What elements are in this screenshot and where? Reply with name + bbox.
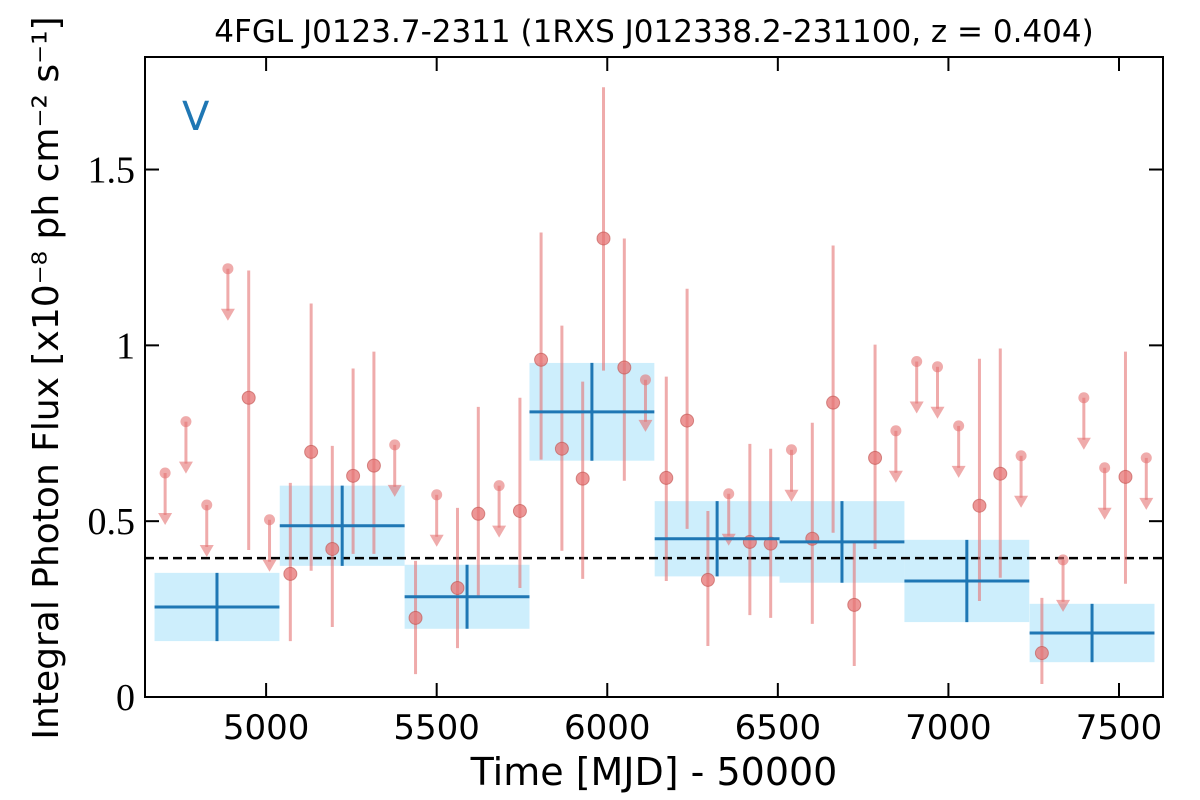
- upper-limit-arrow: [1014, 495, 1029, 508]
- x-tick-label: 7000: [905, 708, 992, 748]
- detection-point: [512, 503, 527, 518]
- x-tick-label: 5500: [393, 708, 480, 748]
- upper-limit-point: [953, 420, 965, 432]
- detection-point: [617, 360, 632, 375]
- detection-point: [241, 390, 256, 405]
- upper-limit-point: [264, 514, 276, 526]
- detection-point: [304, 444, 319, 459]
- upper-limit-point: [389, 439, 401, 451]
- upper-limit-point: [931, 361, 943, 373]
- x-axis-label: Time [MJD] - 50000: [470, 750, 838, 794]
- detection-point: [847, 597, 862, 612]
- upper-limit-arrow: [492, 525, 507, 538]
- upper-limit-arrow: [1076, 437, 1091, 450]
- upper-limit-point: [1057, 554, 1069, 566]
- upper-limit-arrow: [429, 534, 444, 547]
- upper-limit-point: [639, 374, 651, 386]
- upper-limit-arrow: [220, 308, 235, 321]
- upper-limit-point: [201, 499, 213, 511]
- upper-limit-point: [1078, 392, 1090, 404]
- upper-limit-point: [785, 444, 797, 456]
- y-tick-label: 1: [116, 325, 135, 367]
- chart-title: 4FGL J0123.7-2311 (1RXS J012338.2-231100…: [214, 14, 1093, 50]
- upper-limit-point: [431, 489, 443, 501]
- upper-limit-point: [159, 467, 171, 479]
- detection-point: [554, 441, 569, 456]
- upper-limit-arrow: [387, 484, 402, 497]
- upper-limit-point: [1015, 450, 1027, 462]
- detection-point: [826, 395, 841, 410]
- upper-limit-arrow: [909, 401, 924, 414]
- detection-point: [575, 471, 590, 486]
- upper-limit-point: [222, 263, 234, 275]
- detection-point: [993, 466, 1008, 481]
- detection-point: [346, 468, 361, 483]
- detection-point: [1034, 646, 1049, 661]
- annotation: V: [182, 94, 210, 140]
- detection-point: [868, 450, 883, 465]
- detection-point: [450, 580, 465, 595]
- detection-point: [534, 352, 549, 367]
- plot-frame: [144, 56, 1164, 698]
- upper-limit-arrow: [951, 465, 966, 478]
- detection-point: [596, 231, 611, 246]
- upper-limit-arrow: [638, 419, 653, 432]
- x-tick-label: 6500: [735, 708, 822, 748]
- detection-point: [325, 541, 340, 556]
- upper-limit-arrow: [262, 559, 277, 572]
- upper-limit-arrow: [158, 513, 173, 525]
- x-tick-label: 5000: [223, 708, 310, 748]
- upper-limit-point: [890, 425, 902, 437]
- upper-limit-point: [180, 416, 192, 428]
- detection-point: [972, 498, 987, 513]
- x-tick-label: 7500: [1076, 708, 1163, 748]
- detection-point: [680, 413, 695, 428]
- upper-limit-arrow: [1139, 497, 1154, 510]
- y-tick-label: 0: [116, 677, 135, 719]
- upper-limit-point: [493, 480, 505, 492]
- upper-limit-point: [1140, 452, 1152, 464]
- upper-limit-point: [911, 356, 923, 368]
- upper-limit-arrow: [930, 406, 945, 419]
- upper-limit-arrow: [888, 470, 903, 483]
- upper-limit-arrow: [784, 489, 799, 502]
- detection-point: [659, 470, 674, 485]
- x-tick-label: 6000: [564, 708, 651, 748]
- detection-point: [1118, 469, 1133, 484]
- detection-point: [283, 566, 298, 581]
- upper-limit-arrow: [1097, 507, 1112, 520]
- upper-limit-arrow: [1056, 599, 1071, 612]
- detection-point: [408, 610, 423, 625]
- y-axis-label: Integral Photon Flux [x10⁻⁸ ph cm⁻² s⁻¹]: [26, 16, 67, 739]
- upper-limit-arrow: [178, 461, 193, 474]
- detection-point: [700, 572, 715, 587]
- detection-point: [366, 458, 381, 473]
- detection-point: [763, 536, 778, 551]
- upper-limit-point: [723, 488, 735, 500]
- y-tick-label: 0.5: [88, 501, 136, 543]
- detection-point: [471, 506, 486, 521]
- upper-limit-point: [1099, 462, 1111, 474]
- y-tick-label: 1.5: [88, 150, 136, 192]
- upper-limit-arrow: [199, 545, 214, 557]
